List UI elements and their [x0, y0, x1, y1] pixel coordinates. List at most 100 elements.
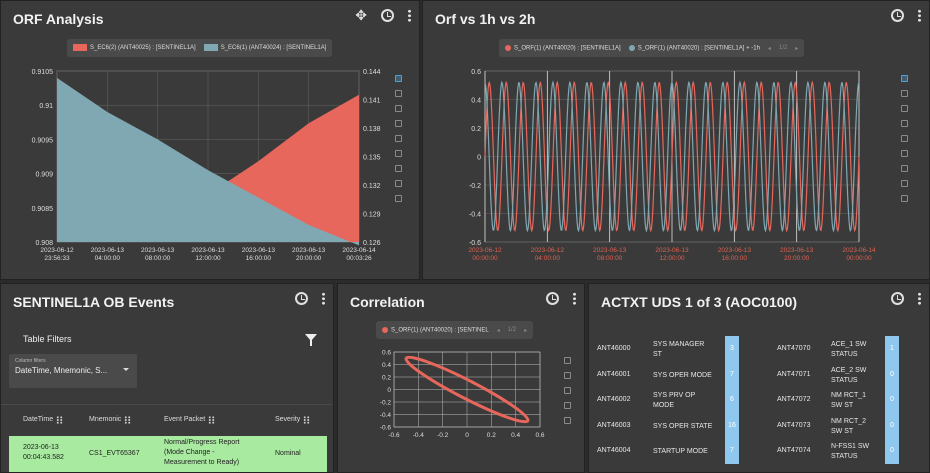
drag-handle-icon[interactable] [56, 415, 64, 424]
left-row-id: ANT46002 [597, 396, 631, 403]
x-tick-label: 16:00:00 [722, 255, 748, 262]
clock-icon[interactable] [546, 292, 559, 305]
column-header-datetime[interactable]: DateTime [23, 415, 64, 424]
table-row[interactable]: 2023-06-13 00:04:43.582 CS1_EVT65367 Norm… [9, 436, 327, 472]
correlation-chart: 0.6 0.4 0.2 0 -0.2 -0.4 -0.6-0.6 -0.4 -0.2 0 0.2 0.… [380, 350, 545, 440]
select-icon[interactable] [901, 105, 908, 112]
legend-pager: 1/2 [507, 327, 517, 333]
reset-icon[interactable] [564, 402, 571, 409]
series-area-s-ec6-2 [57, 94, 359, 242]
more-menu-icon[interactable] [918, 292, 921, 305]
right-row-value: 1 [885, 336, 899, 362]
clock-icon[interactable] [891, 292, 904, 305]
reset-icon[interactable] [901, 135, 908, 142]
more-menu-icon[interactable] [573, 292, 576, 305]
name-line: SYS MANAGER [653, 341, 705, 348]
select-icon[interactable] [564, 372, 571, 379]
clock-icon[interactable] [381, 9, 394, 22]
name-line: SYS PRV OP [653, 392, 696, 399]
bars-icon[interactable] [901, 180, 908, 187]
x-tick-label: 0.4 [511, 432, 520, 439]
drag-handle-icon[interactable] [303, 415, 311, 424]
more-menu-icon[interactable] [322, 292, 325, 305]
right-row-id: ANT47074 [777, 447, 811, 454]
pan-icon[interactable] [901, 165, 908, 172]
legend-item[interactable]: S_ORF(1) (ANT40020) : [SENTINEL1A] + -1h [628, 44, 760, 51]
legend-prev-icon[interactable]: ◂ [767, 45, 771, 52]
zoom-icon[interactable] [395, 90, 402, 97]
column-header-severity[interactable]: Severity [275, 415, 311, 424]
panel-title: SENTINEL1A OB Events [13, 294, 175, 310]
right-row-id: ANT47070 [777, 345, 811, 352]
x-tick-label: 04:00:00 [535, 255, 561, 262]
diamond-icon[interactable] [901, 195, 908, 202]
column-filters-label: Column filters [15, 358, 46, 364]
column-header-event-packet[interactable]: Event Packet [164, 415, 216, 424]
select-icon[interactable] [395, 105, 402, 112]
panel-toolbar: ✥ [355, 7, 411, 23]
left-row-id: ANT46001 [597, 370, 631, 378]
clock-icon[interactable] [891, 9, 904, 22]
table-icon[interactable] [564, 387, 571, 394]
legend-next-icon[interactable]: ▸ [795, 45, 799, 52]
left-row-value: 7 [725, 361, 739, 387]
legend-item[interactable]: S_ORF(1) (ANT40020) : [SENTINEL [382, 326, 489, 334]
y-tick-label: 0.4 [471, 98, 481, 105]
column-header-mnemonic[interactable]: Mnemonic [89, 415, 132, 424]
legend-next-icon[interactable]: ▸ [524, 327, 528, 334]
series-line-2 [484, 80, 860, 233]
legend-label: S_ORF(1) (ANT40020) : [SENTINEL1A] [514, 45, 621, 52]
x-tick-label: 20:00:00 [784, 255, 810, 262]
zoom-icon[interactable] [901, 90, 908, 97]
save-icon[interactable] [395, 75, 402, 82]
legend-prev-icon[interactable]: ◂ [496, 327, 500, 334]
cell-event-packet: Normal/Progress Report (Mode Change - Meas… [164, 438, 239, 468]
legend-item[interactable]: S_ORF(1) (ANT40020) : [SENTINEL1A] [505, 44, 621, 52]
name-line: MODE [653, 402, 674, 409]
move-icon[interactable]: ✥ [355, 7, 367, 23]
diamond-icon[interactable] [395, 195, 402, 202]
more-menu-icon[interactable] [408, 9, 411, 22]
right-row-name: NM RCT_1 SW ST [831, 391, 866, 411]
y-tick-label-right: 0.141 [363, 98, 381, 105]
reset-icon[interactable] [395, 135, 402, 142]
save-icon[interactable] [901, 75, 908, 82]
y-tick-label-left: 0.91 [39, 103, 53, 110]
name-line: SW ST [831, 427, 854, 435]
legend-item[interactable]: S_EC6(1) (ANT40024) : [SENTINEL1A] [203, 44, 326, 52]
column-label: Severity [275, 416, 301, 423]
y-tick-label: 0.4 [382, 362, 391, 369]
drag-handle-icon[interactable] [124, 415, 132, 424]
compare-icon[interactable] [395, 150, 402, 157]
filter-icon[interactable] [305, 334, 317, 346]
bars-icon[interactable] [395, 180, 402, 187]
column-label: DateTime [23, 416, 54, 423]
x-tick-label: -0.6 [388, 432, 400, 439]
pan-icon[interactable] [395, 165, 402, 172]
more-menu-icon[interactable] [918, 9, 921, 22]
x-tick-label: 12:00:00 [659, 255, 685, 262]
table-icon[interactable] [395, 120, 402, 127]
compare-icon[interactable] [901, 150, 908, 157]
x-tick-label: 2023-06-13 [292, 247, 326, 254]
y-tick-label: 0.6 [471, 69, 481, 76]
legend-item[interactable]: S_EC6(2) (ANT40025) : [SENTINEL1A] [73, 44, 196, 52]
zoom-icon[interactable] [564, 357, 571, 364]
left-row-name: SYS OPER MODE [653, 371, 712, 381]
x-tick-label: 2023-06-13 [191, 247, 225, 254]
x-tick-label: 04:00:00 [95, 255, 121, 262]
chart-toolbar [564, 357, 571, 424]
clock-icon[interactable] [295, 292, 308, 305]
legend-label: S_ORF(1) (ANT40020) : [SENTINEL [391, 327, 489, 334]
x-tick-label: 2023-06-13 [242, 247, 276, 254]
table-icon[interactable] [901, 120, 908, 127]
drag-handle-icon[interactable] [208, 415, 216, 424]
cell-datetime: 2023-06-13 00:04:43.582 [23, 443, 64, 463]
pan-icon[interactable] [564, 417, 571, 424]
y-tick-label-right: 0.138 [363, 126, 381, 133]
name-line: SW ST [831, 402, 854, 409]
column-filters-select[interactable]: Column filters DateTime, Mnemonic, S... [9, 354, 137, 388]
y-tick-label: -0.4 [469, 212, 481, 219]
x-tick-label: 12:00:00 [195, 255, 221, 262]
y-tick-label-right: 0.126 [363, 240, 381, 247]
